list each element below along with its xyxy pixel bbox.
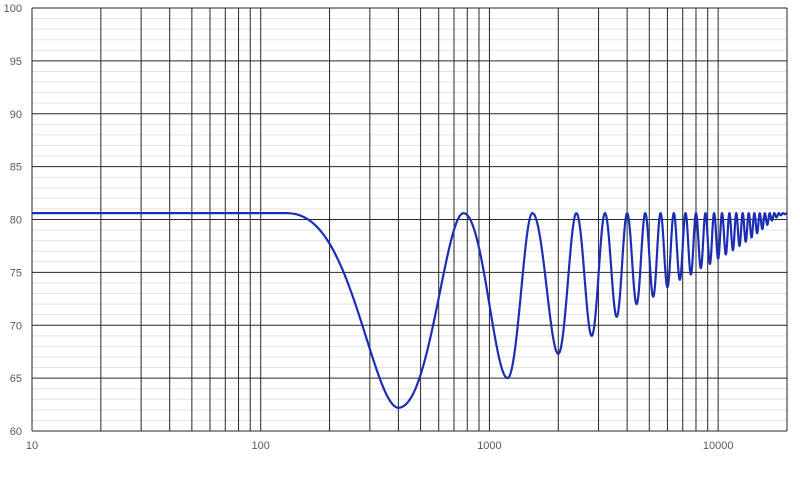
y-tick-label: 95 bbox=[10, 56, 22, 68]
y-tick-label: 80 bbox=[10, 215, 22, 227]
y-tick-label: 100 bbox=[4, 3, 22, 15]
y-tick-label: 65 bbox=[10, 373, 22, 385]
y-tick-label: 70 bbox=[10, 320, 22, 332]
response-curve-line bbox=[32, 212, 789, 409]
minor-gridlines bbox=[32, 18, 787, 421]
x-tick-label: 1000 bbox=[477, 440, 501, 452]
series-group bbox=[32, 212, 789, 409]
x-tick-label: 10 bbox=[26, 440, 38, 452]
x-axis-tick-labels: 10 100 1000 10000 bbox=[26, 440, 734, 452]
y-tick-label: 85 bbox=[10, 162, 22, 174]
major-gridlines bbox=[31, 7, 788, 432]
x-tick-label: 100 bbox=[252, 440, 270, 452]
y-tick-label: 90 bbox=[10, 109, 22, 121]
y-tick-label: 75 bbox=[10, 267, 22, 279]
y-tick-label: 60 bbox=[10, 426, 22, 438]
y-axis-tick-labels: 60 65 70 75 80 85 90 95 100 bbox=[4, 3, 22, 438]
x-tick-label: 10000 bbox=[703, 440, 734, 452]
